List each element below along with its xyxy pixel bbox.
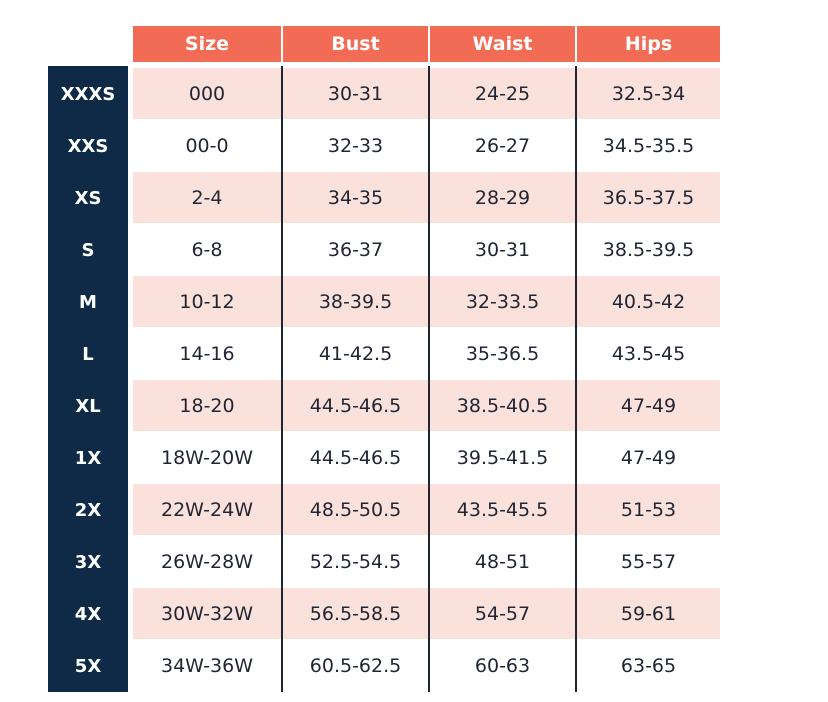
cell: 43.5-45 xyxy=(611,343,686,365)
column-divider xyxy=(575,66,577,692)
size-label: XXS xyxy=(67,135,109,157)
size-label: 1X xyxy=(74,447,102,469)
size-column-background xyxy=(48,66,128,692)
cell: 000 xyxy=(188,83,226,105)
cell: 36-37 xyxy=(327,239,384,261)
size-label: XXXS xyxy=(60,83,116,105)
cell: 30-31 xyxy=(474,239,531,261)
cell: 39.5-41.5 xyxy=(456,447,549,469)
column-header: Size xyxy=(133,26,281,62)
cell: 51-53 xyxy=(620,499,677,521)
cell: 34-35 xyxy=(327,187,384,209)
cell: 26W-28W xyxy=(160,551,253,573)
cell: 30-31 xyxy=(327,83,384,105)
size-label: 3X xyxy=(74,551,102,573)
cell: 26-27 xyxy=(474,135,531,157)
cell: 30W-32W xyxy=(160,603,253,625)
cell: 38-39.5 xyxy=(318,291,393,313)
size-label: L xyxy=(82,343,94,365)
cell: 6-8 xyxy=(191,239,223,261)
size-label: 2X xyxy=(74,499,102,521)
cell: 54-57 xyxy=(474,603,531,625)
row-band xyxy=(133,588,720,639)
cell: 36.5-37.5 xyxy=(602,187,695,209)
cell: 44.5-46.5 xyxy=(309,395,402,417)
cell: 00-0 xyxy=(185,135,229,157)
column-header: Hips xyxy=(577,26,720,62)
column-header: Waist xyxy=(430,26,575,62)
size-label: 5X xyxy=(74,655,102,677)
cell: 55-57 xyxy=(620,551,677,573)
cell: 48.5-50.5 xyxy=(309,499,402,521)
cell: 32.5-34 xyxy=(611,83,686,105)
cell: 56.5-58.5 xyxy=(309,603,402,625)
size-label: M xyxy=(79,291,97,313)
cell: 38.5-40.5 xyxy=(456,395,549,417)
row-band xyxy=(133,68,720,119)
cell: 44.5-46.5 xyxy=(309,447,402,469)
cell: 60.5-62.5 xyxy=(309,655,402,677)
row-band xyxy=(133,276,720,327)
size-label: 4X xyxy=(74,603,102,625)
cell: 48-51 xyxy=(474,551,531,573)
size-label: XL xyxy=(75,395,101,417)
size-label: S xyxy=(81,239,95,261)
column-divider xyxy=(428,66,430,692)
cell: 40.5-42 xyxy=(611,291,686,313)
cell: 28-29 xyxy=(474,187,531,209)
size-label: XS xyxy=(74,187,102,209)
cell: 52.5-54.5 xyxy=(309,551,402,573)
cell: 43.5-45.5 xyxy=(456,499,549,521)
cell: 32-33 xyxy=(327,135,384,157)
cell: 10-12 xyxy=(179,291,235,313)
cell: 32-33.5 xyxy=(465,291,540,313)
cell: 18W-20W xyxy=(160,447,253,469)
cell: 35-36.5 xyxy=(465,343,540,365)
cell: 47-49 xyxy=(620,447,677,469)
cell: 34W-36W xyxy=(160,655,253,677)
cell: 34.5-35.5 xyxy=(602,135,695,157)
cell: 47-49 xyxy=(620,395,677,417)
row-band xyxy=(133,380,720,431)
cell: 22W-24W xyxy=(160,499,253,521)
column-header: Bust xyxy=(283,26,428,62)
cell: 38.5-39.5 xyxy=(602,239,695,261)
cell: 63-65 xyxy=(620,655,677,677)
cell: 2-4 xyxy=(191,187,223,209)
row-band xyxy=(133,172,720,223)
cell: 24-25 xyxy=(474,83,531,105)
row-band xyxy=(133,484,720,535)
cell: 14-16 xyxy=(179,343,235,365)
cell: 18-20 xyxy=(179,395,235,417)
cell: 41-42.5 xyxy=(318,343,393,365)
column-divider xyxy=(281,66,283,692)
cell: 60-63 xyxy=(474,655,531,677)
cell: 59-61 xyxy=(620,603,677,625)
